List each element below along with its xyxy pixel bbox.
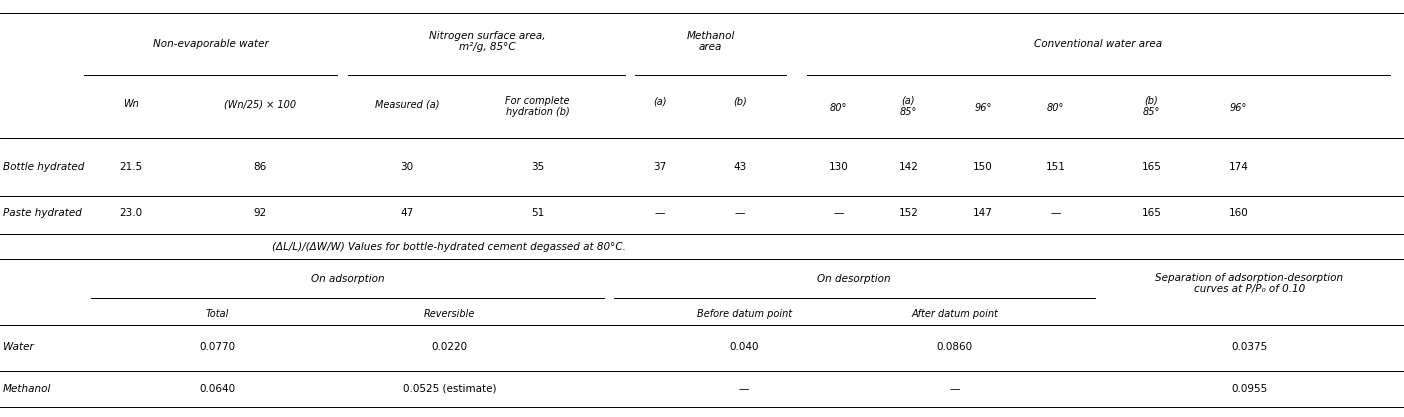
Text: 151: 151 [1046, 162, 1066, 172]
Text: 152: 152 [899, 208, 918, 218]
Text: Before datum point: Before datum point [696, 309, 792, 319]
Text: —: — [833, 208, 844, 218]
Text: On adsorption: On adsorption [312, 274, 385, 284]
Text: 147: 147 [973, 208, 993, 218]
Text: (b): (b) [733, 96, 747, 106]
Text: —: — [949, 384, 960, 394]
Text: 23.0: 23.0 [119, 208, 142, 218]
Text: (ΔL/L)/(ΔW/W) Values for bottle-hydrated cement degassed at 80°C.: (ΔL/L)/(ΔW/W) Values for bottle-hydrated… [272, 242, 626, 252]
Text: —: — [1050, 208, 1061, 218]
Text: For complete
hydration (b): For complete hydration (b) [505, 95, 570, 117]
Text: 150: 150 [973, 162, 993, 172]
Text: On desorption: On desorption [817, 274, 890, 284]
Text: 160: 160 [1228, 208, 1248, 218]
Text: 0.0860: 0.0860 [936, 342, 973, 352]
Text: 37: 37 [653, 162, 667, 172]
Text: 92: 92 [253, 208, 267, 218]
Text: Bottle hydrated: Bottle hydrated [3, 162, 84, 172]
Text: 0.0770: 0.0770 [199, 342, 236, 352]
Text: 80°: 80° [1047, 103, 1064, 113]
Text: 0.0375: 0.0375 [1231, 342, 1268, 352]
Text: 30: 30 [400, 162, 414, 172]
Text: After datum point: After datum point [911, 309, 998, 319]
Text: —: — [734, 208, 746, 218]
Text: 86: 86 [253, 162, 267, 172]
Text: 47: 47 [400, 208, 414, 218]
Text: 130: 130 [828, 162, 848, 172]
Text: Paste hydrated: Paste hydrated [3, 208, 81, 218]
Text: Separation of adsorption-desorption
curves at P/P₀ of 0.10: Separation of adsorption-desorption curv… [1155, 273, 1344, 294]
Text: (a): (a) [653, 96, 667, 106]
Text: 0.0220: 0.0220 [431, 342, 468, 352]
Text: Conventional water area: Conventional water area [1033, 39, 1163, 49]
Text: Nitrogen surface area,
m²/g, 85°C: Nitrogen surface area, m²/g, 85°C [430, 31, 545, 53]
Text: (Wn/25) × 100: (Wn/25) × 100 [223, 99, 296, 109]
Text: 80°: 80° [830, 103, 847, 113]
Text: (a)
85°: (a) 85° [900, 95, 917, 117]
Text: Water: Water [3, 342, 34, 352]
Text: 51: 51 [531, 208, 545, 218]
Text: Non-evaporable water: Non-evaporable water [153, 39, 268, 49]
Text: 165: 165 [1141, 208, 1161, 218]
Text: 0.0955: 0.0955 [1231, 384, 1268, 394]
Text: 0.0640: 0.0640 [199, 384, 236, 394]
Text: —: — [654, 208, 665, 218]
Text: 165: 165 [1141, 162, 1161, 172]
Text: (b)
85°: (b) 85° [1143, 95, 1160, 117]
Text: 142: 142 [899, 162, 918, 172]
Text: Wn: Wn [122, 99, 139, 109]
Text: Methanol
area: Methanol area [687, 31, 734, 53]
Text: —: — [739, 384, 750, 394]
Text: 35: 35 [531, 162, 545, 172]
Text: Reversible: Reversible [424, 309, 475, 319]
Text: 21.5: 21.5 [119, 162, 142, 172]
Text: Total: Total [206, 309, 229, 319]
Text: Measured (a): Measured (a) [375, 99, 439, 109]
Text: 0.0525 (estimate): 0.0525 (estimate) [403, 384, 496, 394]
Text: 96°: 96° [974, 103, 991, 113]
Text: 43: 43 [733, 162, 747, 172]
Text: 96°: 96° [1230, 103, 1247, 113]
Text: 0.040: 0.040 [729, 342, 760, 352]
Text: Methanol: Methanol [3, 384, 51, 394]
Text: 174: 174 [1228, 162, 1248, 172]
